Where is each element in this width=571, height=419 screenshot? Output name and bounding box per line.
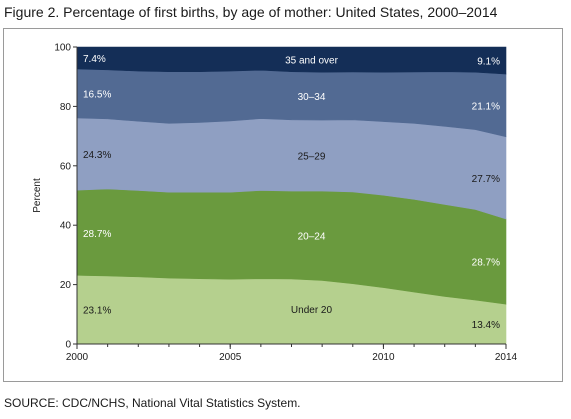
end-value-25-29: 27.7% — [472, 174, 500, 185]
x-tick-label: 2010 — [372, 352, 395, 363]
chart-frame: Under 20 23.1% 13.4% 20–24 28.7% 28.7% 25–29 24… — [3, 28, 563, 382]
area-layers — [76, 46, 507, 345]
series-label-35-and-over: 35 and over — [285, 56, 338, 67]
series-label-under-20: Under 20 — [291, 305, 333, 316]
y-tick-label: 60 — [60, 161, 72, 172]
y-tick-label: 80 — [60, 102, 72, 113]
end-value-30-34: 21.1% — [472, 101, 500, 112]
segment-labels: Under 20 23.1% 13.4% 20–24 28.7% 28.7% 25–29 24… — [83, 54, 500, 331]
stacked-area-chart: Under 20 23.1% 13.4% 20–24 28.7% 28.7% 25–29 24… — [32, 43, 518, 364]
end-value-35-and-over: 9.1% — [477, 57, 500, 68]
series-label-20-24: 20–24 — [298, 232, 326, 243]
y-tick-label: 40 — [60, 221, 72, 232]
x-tick-label: 2005 — [219, 352, 242, 363]
start-value-under-20: 23.1% — [83, 306, 111, 317]
start-value-20-24: 28.7% — [83, 229, 111, 240]
x-tick-label: 2014 — [495, 352, 518, 363]
axes: 0 20 40 60 80 100 2000 2005 2010 2014 Percent — [32, 43, 518, 364]
area-35-and-over — [76, 46, 507, 75]
start-value-30-34: 16.5% — [83, 89, 111, 100]
series-label-30-34: 30–34 — [298, 92, 326, 103]
y-tick-label: 100 — [54, 43, 71, 54]
end-value-under-20: 13.4% — [472, 320, 500, 331]
start-value-35-and-over: 7.4% — [83, 54, 106, 65]
end-value-20-24: 28.7% — [472, 258, 500, 269]
x-tick-label: 2000 — [66, 352, 89, 363]
y-tick-label: 0 — [65, 340, 71, 351]
y-axis-title: Percent — [32, 178, 43, 213]
start-value-25-29: 24.3% — [83, 150, 111, 161]
figure-title: Figure 2. Percentage of first births, by… — [4, 4, 498, 20]
y-tick-label: 20 — [60, 280, 72, 291]
source-note: SOURCE: CDC/NCHS, National Vital Statist… — [4, 396, 301, 410]
series-label-25-29: 25–29 — [298, 152, 326, 163]
